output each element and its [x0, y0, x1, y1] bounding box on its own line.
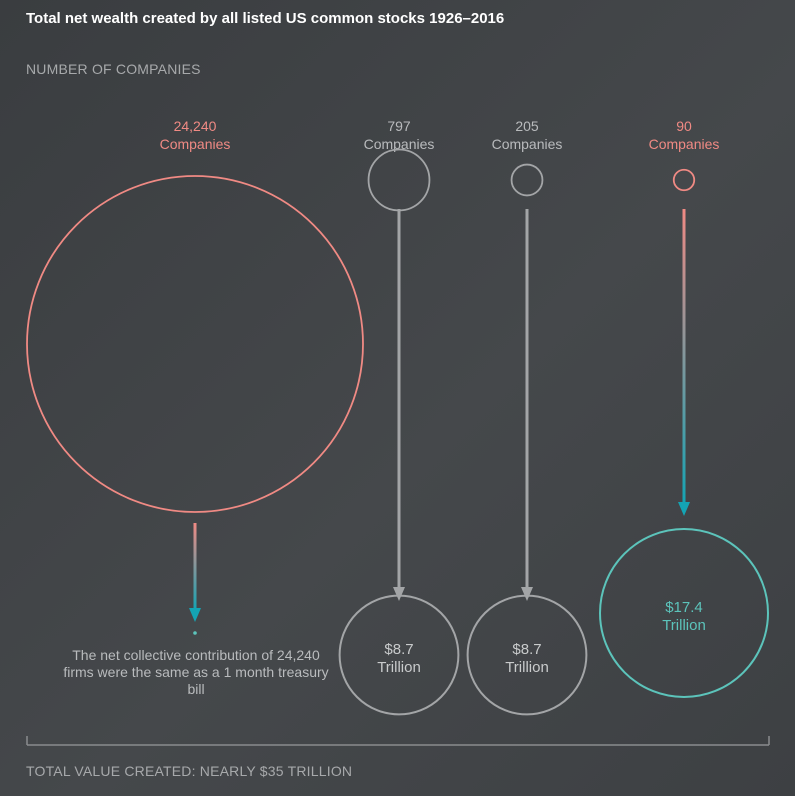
company-unit-label: Companies: [364, 136, 435, 152]
value-amount-label: $8.7: [384, 641, 413, 658]
company-count-label: 797: [387, 118, 411, 134]
value-bubble: [599, 528, 769, 698]
company-count-label: 90: [676, 118, 692, 134]
chart-title: Total net wealth created by all listed U…: [26, 10, 505, 27]
flow-arrow-shaft: [682, 209, 686, 504]
company-count-bubble: [510, 163, 544, 197]
company-unit-label: Companies: [492, 136, 563, 152]
company-count-label: 24,240: [174, 118, 217, 134]
flow-arrow-head: [678, 502, 690, 516]
flow-arrow-shaft: [193, 523, 197, 610]
company-count-bubble: [672, 168, 696, 192]
value-amount-label: $17.4: [665, 599, 703, 616]
flow-arrow-head: [393, 587, 405, 601]
value-dot: [193, 631, 197, 635]
company-unit-label: Companies: [649, 136, 720, 152]
flow-arrow-shaft: [397, 209, 401, 589]
company-count-bubble: [26, 175, 364, 513]
company-count-label: 205: [515, 118, 539, 134]
company-count-bubble: [367, 148, 431, 212]
chart-subtitle: NUMBER OF COMPANIES: [26, 61, 201, 77]
company-unit-label: Companies: [160, 136, 231, 152]
flow-arrow-head: [189, 608, 201, 622]
total-value-footer: TOTAL VALUE CREATED: NEARLY $35 TRILLION: [26, 763, 353, 779]
annotation-note: The net collective contribution of 24,24…: [63, 647, 329, 697]
value-bubble: [466, 594, 588, 716]
value-unit-label: Trillion: [662, 617, 706, 634]
flow-arrow-shaft: [525, 209, 529, 589]
value-bubble: [338, 594, 460, 716]
value-amount-label: $8.7: [512, 641, 541, 658]
value-unit-label: Trillion: [377, 659, 421, 676]
value-unit-label: Trillion: [505, 659, 549, 676]
flow-arrow-head: [521, 587, 533, 601]
